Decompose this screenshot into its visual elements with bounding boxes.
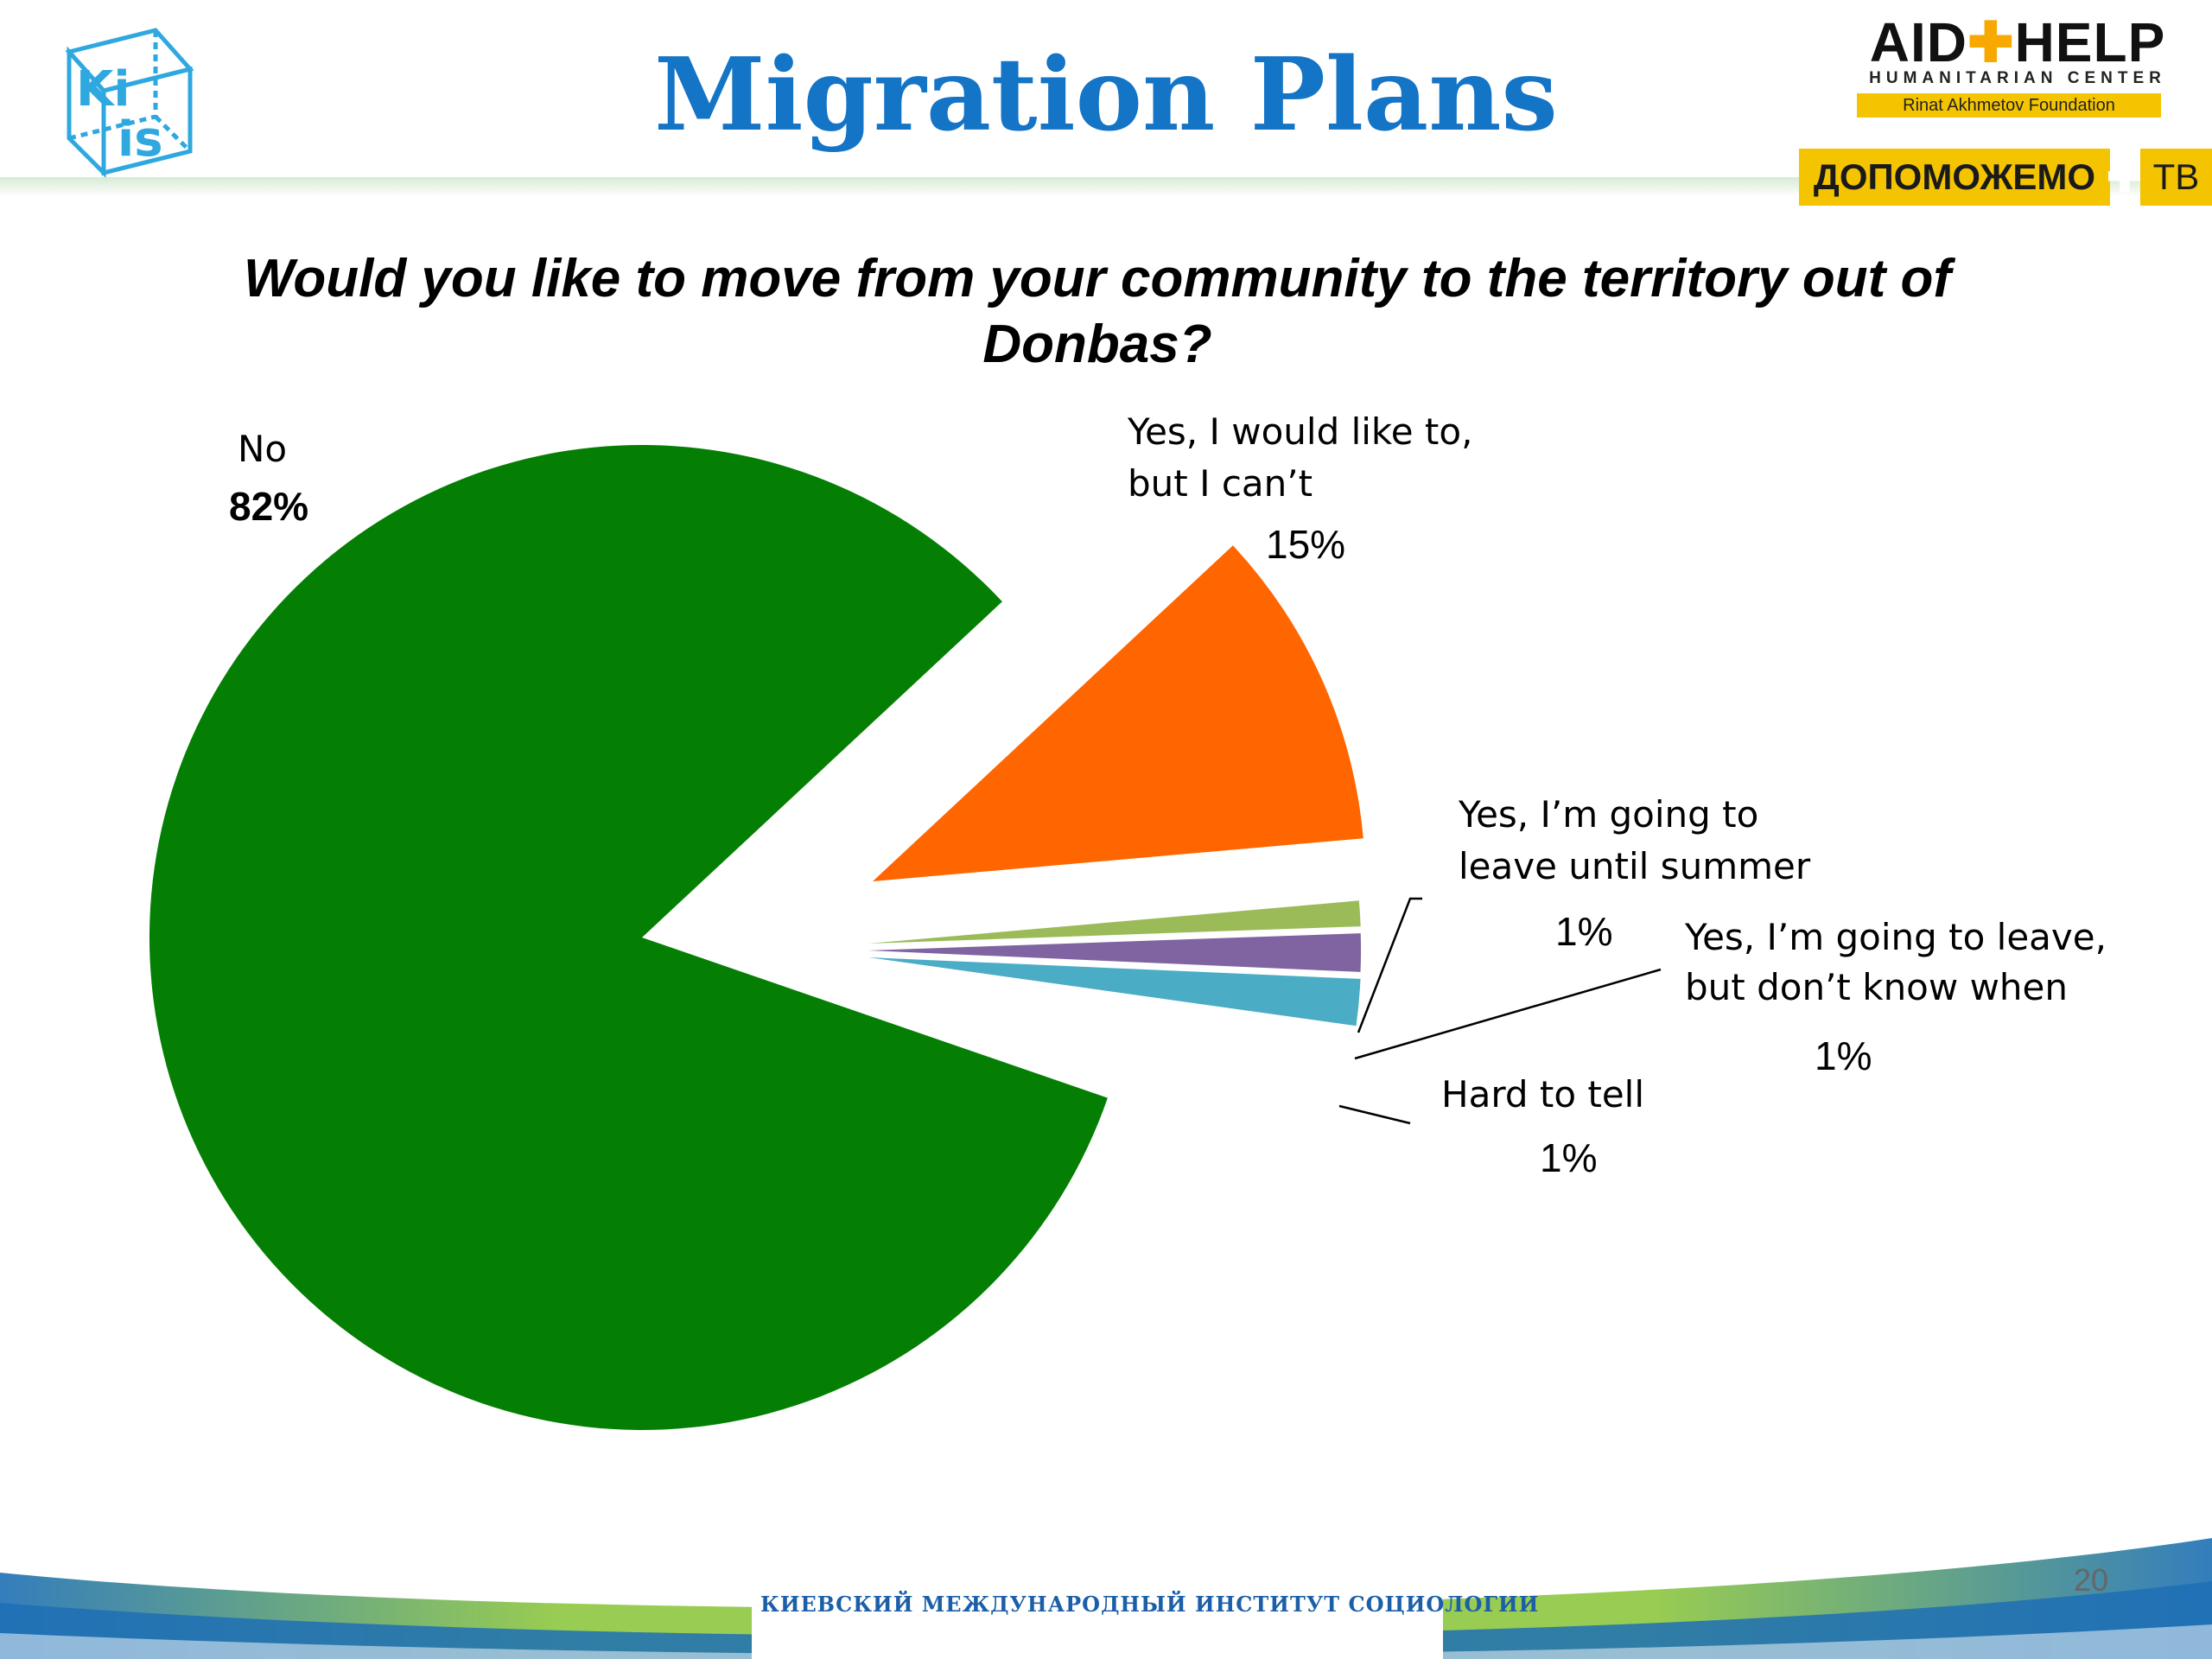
plus-icon: ✚ bbox=[1967, 11, 2015, 73]
aidhelp-subtitle: HUMANITARIAN CENTER bbox=[1869, 69, 2166, 87]
svg-text:is: is bbox=[118, 111, 163, 168]
page-number: 20 bbox=[2073, 1562, 2108, 1598]
footer-wave bbox=[0, 1538, 2212, 1659]
label-summer-line2: leave until summer bbox=[1459, 845, 1811, 887]
footer-institute: КИЕВСКИЙ МЕЖДУНАРОДНЫЙ ИНСТИТУТ СОЦИОЛОГ… bbox=[760, 1592, 1540, 1617]
label-would-line2: but I can’t bbox=[1128, 462, 1313, 505]
dopomozhemo-word-b: ТВ bbox=[2140, 149, 2212, 206]
leader-line-summer bbox=[1357, 897, 1422, 1033]
kiis-logo: Ki is bbox=[65, 28, 194, 179]
aidhelp-wordmark: AID✚HELP bbox=[1853, 12, 2182, 73]
label-no-pct: 82% bbox=[229, 484, 309, 529]
pie-slice-hard-to-tell bbox=[868, 957, 1361, 1027]
pie-slice-dont-know bbox=[868, 933, 1362, 972]
leader-line-dontknow bbox=[1354, 968, 1662, 1060]
label-dontknow-line2: but don’t know when bbox=[1685, 966, 2069, 1008]
plus-icon: ✚ bbox=[2107, 153, 2143, 201]
label-would-line1: Yes, I would like to, bbox=[1128, 410, 1473, 453]
label-hard-pct: 1% bbox=[1540, 1135, 1598, 1180]
chart-title: Would you like to move from your communi… bbox=[243, 249, 1952, 374]
label-no-name: No bbox=[238, 428, 288, 470]
svg-text:Ki: Ki bbox=[76, 61, 130, 118]
label-summer-line1: Yes, I’m going to bbox=[1459, 793, 1759, 836]
aidhelp-logo: AID✚HELP HUMANITARIAN CENTER Rinat Akhme… bbox=[1853, 12, 2182, 120]
label-would-pct: 15% bbox=[1266, 522, 1346, 567]
pie-slice-would-like bbox=[873, 545, 1363, 881]
aidhelp-foundation: Rinat Akhmetov Foundation bbox=[1857, 93, 2161, 118]
dopomozhemo-logo: ДОПОМОЖЕМО ✚ ТВ bbox=[1799, 149, 2212, 206]
label-hard-line1: Hard to tell bbox=[1441, 1073, 1645, 1116]
dopomozhemo-word-a: ДОПОМОЖЕМО bbox=[1799, 149, 2110, 206]
label-dontknow-pct: 1% bbox=[1815, 1033, 1872, 1078]
label-dontknow-line1: Yes, I’m going to leave, bbox=[1685, 916, 2107, 958]
pie-slice-summer bbox=[868, 900, 1361, 944]
label-summer-pct: 1% bbox=[1555, 909, 1613, 954]
leader-line-hard bbox=[1338, 1104, 1411, 1125]
header-rule bbox=[0, 177, 2212, 196]
aidhelp-word-a: AID bbox=[1869, 11, 1967, 73]
slide-title: Migration Plans bbox=[654, 36, 1558, 154]
pie-slice-no bbox=[149, 444, 1108, 1430]
aidhelp-word-b: HELP bbox=[2014, 11, 2166, 73]
